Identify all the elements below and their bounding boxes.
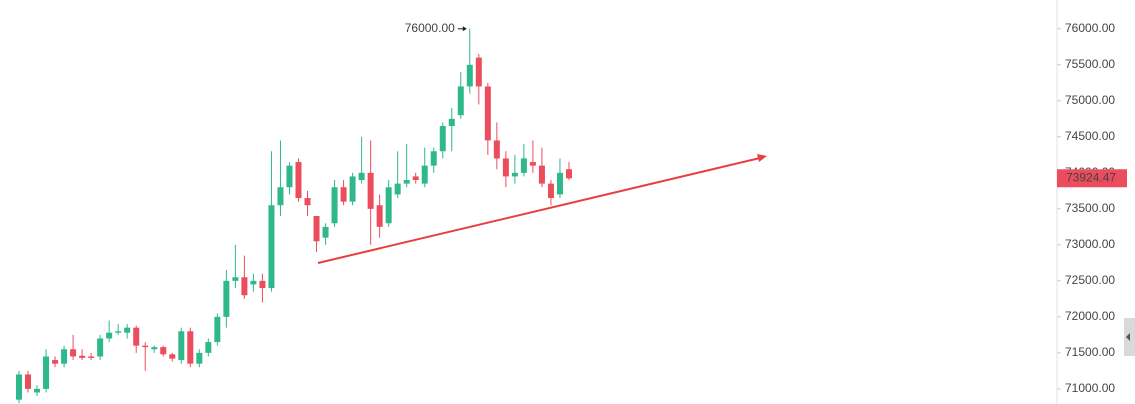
trend-arrow-head (757, 154, 767, 162)
candle-body (304, 198, 311, 206)
candle-body (178, 331, 185, 361)
candle-body (403, 180, 410, 184)
candle-body (385, 187, 392, 224)
candle-body (196, 352, 203, 364)
candle-body (331, 187, 338, 224)
candle-body (43, 356, 50, 389)
candle-body (466, 64, 473, 87)
candle-body (259, 280, 266, 289)
candle-body (115, 331, 122, 333)
candle-body (25, 374, 32, 389)
candle-body (241, 277, 248, 296)
candle-body (538, 165, 545, 184)
candle-body (79, 355, 86, 358)
candle-body (52, 360, 59, 364)
candle-body (295, 162, 302, 199)
candle-body (475, 57, 482, 87)
candle-body (70, 349, 77, 357)
candle-body (376, 205, 383, 227)
candle-body (430, 151, 437, 166)
candle-body (142, 345, 149, 348)
y-tick-label: 71500.00 (1065, 345, 1115, 359)
candle-body (349, 176, 356, 202)
candle-body (250, 280, 257, 285)
candle-body (502, 158, 509, 177)
candle-body (223, 280, 230, 317)
candle-body (151, 347, 158, 350)
candle-body (277, 187, 284, 206)
candle-body (205, 342, 212, 353)
candle-body (88, 356, 95, 358)
candle-body (367, 172, 374, 209)
candle-body (448, 118, 455, 127)
candle-body (97, 338, 104, 357)
candle-body (232, 277, 239, 281)
candle-body (34, 388, 41, 393)
candle-body (565, 169, 572, 179)
candle-body (286, 165, 293, 188)
candle-body (493, 140, 500, 159)
scroll-arrow (1126, 333, 1130, 341)
candle-body (169, 354, 176, 359)
candle-body (529, 162, 536, 166)
candle-body (322, 226, 329, 238)
candle-body (439, 126, 446, 152)
candle-body (187, 331, 194, 364)
y-tick-label: 75000.00 (1065, 93, 1115, 107)
y-tick-label: 75500.00 (1065, 57, 1115, 71)
candle-body (556, 172, 563, 195)
candle-body (160, 347, 167, 355)
candle-body (421, 165, 428, 184)
candle-body (61, 349, 68, 364)
candle-body (106, 332, 113, 339)
candle-body (16, 374, 22, 400)
candle-body (412, 176, 419, 181)
candle-body (484, 86, 491, 141)
last-price-label: 73924.47 (1066, 170, 1116, 184)
candle-body (358, 172, 365, 181)
y-tick-label: 73000.00 (1065, 237, 1115, 251)
high-marker-arrow-head (462, 26, 467, 32)
candle-body (520, 158, 527, 173)
candle-body (214, 316, 221, 343)
candle-body (313, 216, 320, 242)
trend-line (317, 157, 761, 264)
y-tick-label: 74500.00 (1065, 129, 1115, 143)
y-tick-label: 71000.00 (1065, 381, 1115, 395)
candle-body (340, 187, 347, 202)
y-tick-label: 76000.00 (1065, 21, 1115, 35)
y-tick-label: 72000.00 (1065, 309, 1115, 323)
candle-body (547, 183, 554, 199)
candle-body (268, 205, 275, 289)
high-marker-label: 76000.00 (405, 21, 455, 35)
candle-body (511, 172, 518, 177)
last-price-box (1057, 169, 1127, 188)
candle-body (457, 86, 464, 116)
candle-body (133, 327, 140, 346)
y-tick-label: 72500.00 (1065, 273, 1115, 287)
candle-body (124, 327, 131, 333)
candle-body (394, 183, 401, 195)
y-tick-label: 73500.00 (1065, 201, 1115, 215)
